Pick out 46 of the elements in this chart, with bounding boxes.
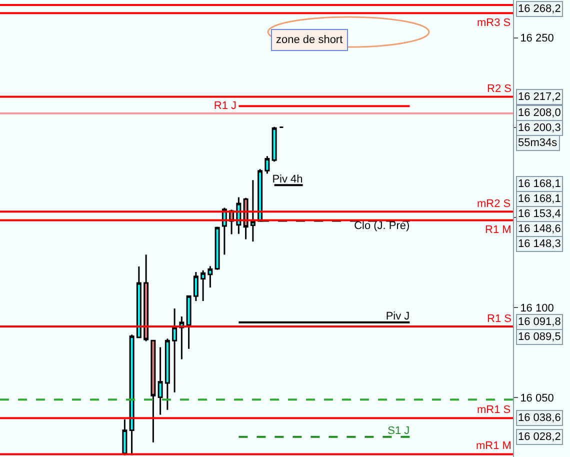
y-tick-label: 16 250 [520,32,554,45]
text: 16 217,2 [518,91,561,103]
annotation: zone de short [276,34,343,46]
text: 16 168,1 [518,193,561,205]
candlestick [164,338,170,411]
candlestick [158,346,163,416]
text: 16 208,0 [518,107,561,119]
candlestick [264,155,270,174]
series-label: Clo (J. Pré) [354,220,410,232]
ref-line-label: mR1 S [477,404,511,416]
candlestick [129,334,134,456]
candlestick [214,226,220,271]
text: 16 200,3 [518,122,561,134]
text: 16 268,2 [518,3,561,15]
text: 16 038,6 [518,412,561,424]
ref-line-label: R1 M [485,224,512,236]
series-label: Piv J [386,310,410,323]
y-tick-label: 16 100 [520,302,554,315]
ref-line-label: mR1 M [476,440,512,452]
ref-line-label: mR3 S [477,17,511,29]
series-label: R1 J [214,100,237,112]
text: 55m34s [518,137,558,149]
text: 16 148,3 [518,238,561,250]
text: 16 148,6 [518,223,561,235]
text: 16 091,8 [518,316,561,328]
candlestick [144,254,149,342]
text: 16 028,2 [518,431,561,443]
candlestick [193,271,198,302]
candlestick [150,339,156,444]
text: 16 168,1 [518,178,561,190]
text: 16 089,5 [518,331,561,343]
candlestick [179,316,184,360]
candlestick [272,126,277,162]
candlestick [186,295,192,350]
ref-line-label: R1 S [487,313,512,325]
candlestick [136,266,142,338]
ref-line-label: R2 S [487,83,512,95]
series-label: Piv 4h [272,173,303,186]
text: 16 153,4 [518,208,561,220]
candlestick [208,265,213,288]
ref-line-label: mR2 S [477,198,511,210]
y-tick-label: 16 050 [520,392,554,404]
candlestick [200,270,206,302]
series-label: S1 J [388,425,410,438]
candlestick [250,179,256,242]
candlestick [172,308,178,394]
